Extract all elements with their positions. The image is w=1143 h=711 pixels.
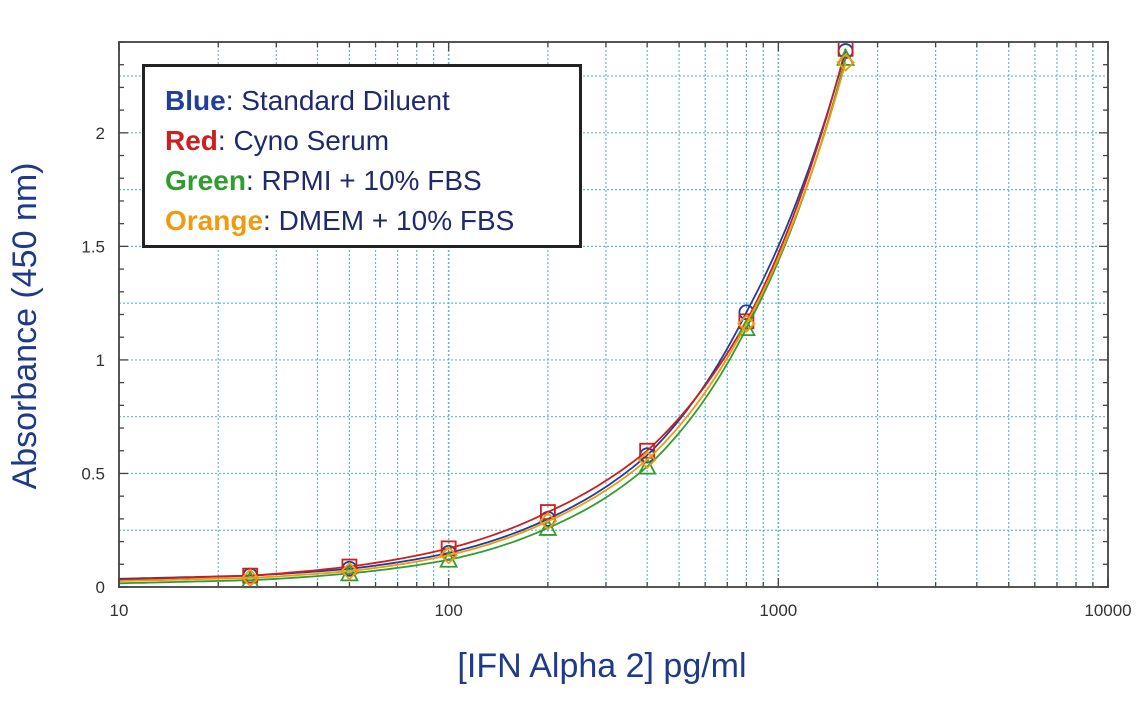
x-tick-labels: 10 100 1000 10000 bbox=[110, 601, 1132, 620]
legend-key-blue: Blue bbox=[165, 85, 226, 116]
series-line bbox=[118, 62, 847, 582]
y-tick-label: 1 bbox=[96, 351, 105, 370]
legend-key-red: Red bbox=[165, 125, 218, 156]
legend-entry-blue: Blue: Standard Diluent bbox=[165, 81, 579, 121]
legend-text-orange: : DMEM + 10% FBS bbox=[263, 205, 515, 236]
x-tick-label: 10 bbox=[110, 601, 129, 620]
series-line bbox=[118, 57, 847, 585]
data-point bbox=[637, 450, 657, 470]
legend-text-green: : RPMI + 10% FBS bbox=[245, 165, 482, 196]
data-point bbox=[538, 518, 558, 536]
x-tick-label: 10000 bbox=[1084, 601, 1131, 620]
y-axis-title: Absorbance (450 nm) bbox=[6, 163, 44, 490]
data-point bbox=[340, 561, 359, 581]
y-tick-label: 1.5 bbox=[81, 237, 105, 256]
legend-text-red: : Cyno Serum bbox=[217, 125, 390, 156]
x-tick-label: 1000 bbox=[759, 601, 797, 620]
data-point bbox=[439, 545, 458, 565]
data-point bbox=[240, 568, 260, 588]
legend-entry-red: Red: Cyno Serum bbox=[165, 121, 579, 161]
series-dmem-10-fbs bbox=[118, 53, 855, 588]
legend: Blue: Standard Diluent Red: Cyno Serum G… bbox=[142, 64, 582, 248]
legend-key-green: Green bbox=[165, 165, 246, 196]
series-line bbox=[118, 48, 847, 581]
series-layer bbox=[118, 40, 856, 589]
y-tick-label: 2 bbox=[96, 124, 105, 143]
tick-marks bbox=[118, 41, 1109, 588]
legend-entry-green: Green: RPMI + 10% FBS bbox=[165, 161, 579, 201]
data-point bbox=[538, 511, 558, 531]
y-tick-labels: 0 0.5 1 1.5 2 bbox=[81, 124, 105, 597]
data-point bbox=[737, 314, 756, 333]
legend-key-orange: Orange bbox=[165, 205, 264, 236]
legend-entry-orange: Orange: DMEM + 10% FBS bbox=[165, 201, 579, 241]
data-point bbox=[637, 456, 657, 475]
legend-text-blue: : Standard Diluent bbox=[225, 85, 450, 116]
y-tick-label: 0 bbox=[96, 578, 105, 597]
data-point bbox=[836, 53, 855, 72]
x-axis-title: [IFN Alpha 2] pg/ml bbox=[457, 647, 746, 685]
y-tick-label: 0.5 bbox=[81, 464, 105, 483]
x-tick-label: 100 bbox=[434, 601, 462, 620]
